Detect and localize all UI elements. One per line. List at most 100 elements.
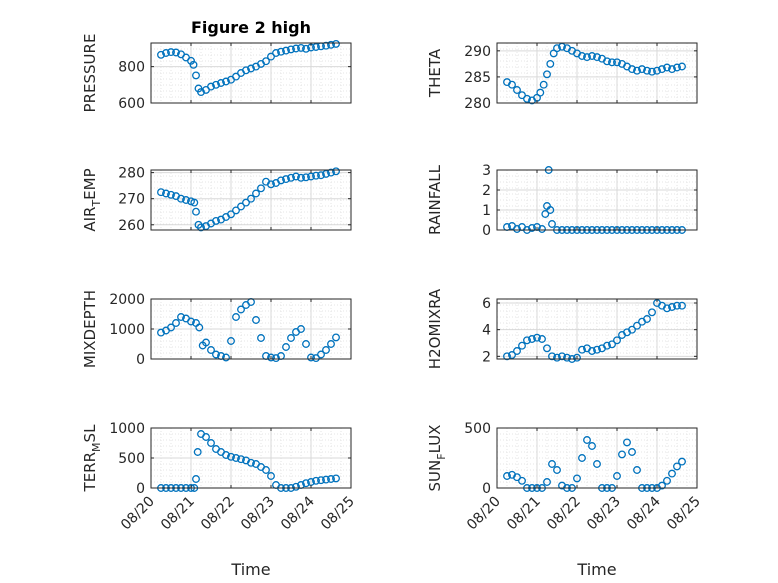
y-tick-label: 1 [482,203,491,219]
data-point [536,88,545,97]
data-point [302,479,310,488]
data-point [167,48,175,57]
subplot-h2omixra: 2 4 6 H2OMIXRA [426,288,698,369]
data-point [593,53,601,62]
data-point [546,206,555,214]
data-point [192,71,200,80]
data-point [538,335,546,343]
data-point [603,57,611,66]
data-point [302,44,310,53]
data-point [267,180,275,189]
data-point [312,354,320,363]
data-point [247,194,255,203]
data-point [292,172,300,181]
y-tick-label: 0 [482,481,491,497]
data-point [588,442,596,450]
data-point [633,66,641,75]
data-point [583,436,591,444]
data-point [232,313,240,321]
data-point [513,473,521,482]
data-point [162,189,170,198]
axes-box [150,42,352,104]
y-tick-label: 280 [118,166,145,182]
data-point [603,341,611,350]
data-point [157,188,165,197]
subplot-theta: 280 285 290 THETA [426,42,698,112]
axes-box [496,298,698,360]
data-point [678,62,686,71]
data-point [202,433,210,441]
data-point [257,334,265,342]
data-point [327,168,335,177]
x-axis-label: Time [576,560,616,579]
data-point [322,346,330,354]
data-point [332,167,340,176]
data-point [673,301,681,310]
data-point [548,352,556,361]
data-point [262,466,270,474]
data-point [222,77,230,86]
data-point [528,224,536,232]
data-point [539,80,548,89]
data-point [643,66,651,75]
data-point [272,354,280,363]
data-point [195,323,204,332]
data-point [227,210,235,219]
data-point [332,474,340,483]
y-axis-label: H2OMIXRA [426,288,444,369]
data-point [613,336,621,345]
data-point [227,337,235,345]
data-point [297,43,305,52]
data-point [192,475,200,483]
y-axis-label: RAINFALL [426,164,444,235]
data-point [277,176,285,185]
data-point [508,80,516,89]
data-point [232,454,240,462]
data-point [242,198,250,207]
data-point [287,45,295,54]
y-tick-label: 285 [464,70,491,86]
axes-box [496,42,698,104]
data-point [242,66,250,75]
data-point [628,448,636,456]
data-point [257,184,265,193]
data-point [222,451,230,459]
y-tick-label: 4 [482,323,491,339]
subplot-rainfall: 0 1 2 3 RAINFALL [426,163,698,239]
data-point [503,472,511,480]
data-point [252,316,260,324]
data-point [212,80,220,89]
data-point [322,169,330,178]
data-point [332,39,340,48]
data-point [207,82,215,91]
data-point [678,301,686,310]
data-point [322,475,330,484]
data-point [292,44,300,53]
data-point [292,482,300,491]
y-tick-label: 6 [482,296,491,312]
data-point [518,476,526,485]
data-point [262,57,270,66]
data-point [668,303,676,311]
data-point [317,171,325,180]
data-point [312,171,320,180]
data-point [287,173,295,182]
data-point [157,50,165,59]
data-point [287,334,295,342]
data-point [541,210,550,218]
data-point [237,455,245,464]
y-tick-label: 800 [118,60,145,76]
data-point [613,58,621,67]
data-point [302,340,310,348]
data-point [202,338,210,347]
data-point [267,52,275,61]
data-point [212,216,220,225]
data-point [613,472,621,480]
data-point [608,340,616,349]
data-point [583,53,591,62]
data-point [297,173,305,182]
data-point [227,452,235,461]
data-point [663,63,671,72]
data-point [207,439,215,447]
